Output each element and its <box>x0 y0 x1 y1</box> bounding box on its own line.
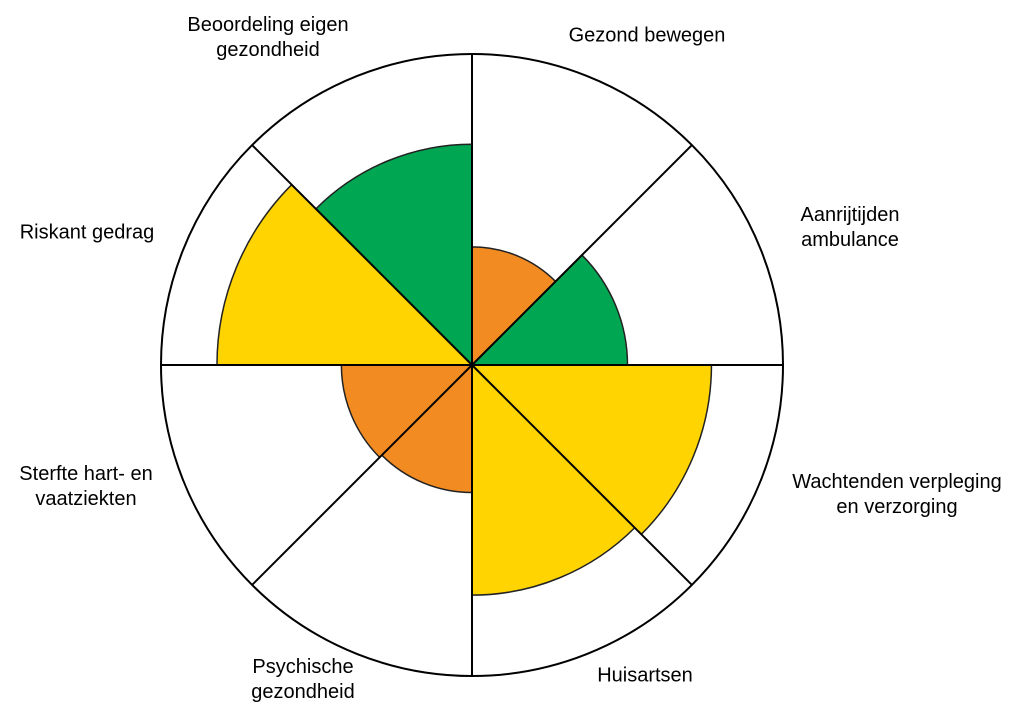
sector <box>470 364 713 536</box>
divider <box>251 364 473 586</box>
sector <box>471 363 636 596</box>
category-label: Sterfte hart- en vaatziekten <box>19 463 153 510</box>
category-label: Beoordeling eigen gezondheid <box>187 14 349 61</box>
divider <box>251 144 473 366</box>
sector <box>314 143 473 367</box>
category-label: Aanrijtijden ambulance <box>800 204 900 251</box>
category-label: Wachtenden verpleging en verzorging <box>792 471 1002 518</box>
sector <box>340 364 474 459</box>
category-label: Huisartsen <box>597 664 693 687</box>
category-label: Riskant gedrag <box>19 221 155 244</box>
sector <box>470 253 629 366</box>
sector <box>380 363 473 494</box>
category-label: Gezond bewegen <box>568 24 726 47</box>
divider <box>471 364 693 586</box>
divider <box>471 144 693 366</box>
sector <box>471 246 557 367</box>
category-label: Psychische gezondheid <box>251 656 355 703</box>
sector <box>216 183 474 366</box>
